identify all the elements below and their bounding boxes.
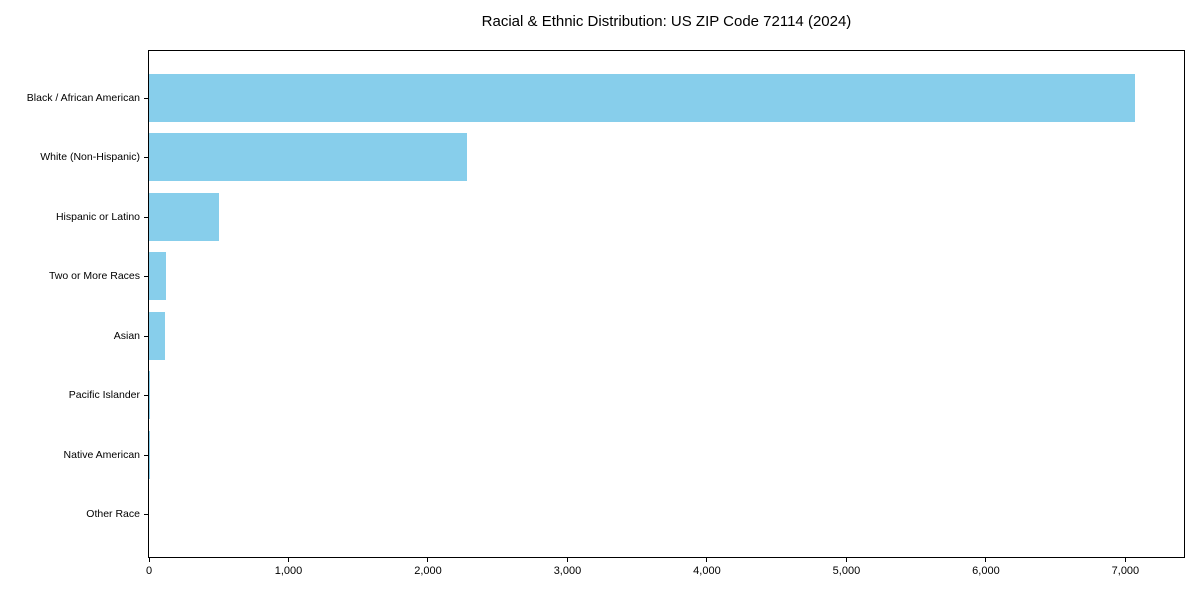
y-tick-mark <box>144 514 148 515</box>
bar-pacific-islander <box>149 371 151 419</box>
y-axis-label: Two or More Races <box>48 270 140 282</box>
y-tick-mark <box>144 395 148 396</box>
chart-title: Racial & Ethnic Distribution: US ZIP Cod… <box>481 13 852 30</box>
y-tick-mark <box>144 335 148 337</box>
x-tick-label: 1,000 <box>274 565 303 577</box>
y-tick-mark <box>144 97 148 99</box>
y-axis-label: Hispanic or Latino <box>55 210 140 223</box>
x-tick-mark <box>427 558 429 562</box>
x-tick-mark <box>566 558 568 562</box>
x-tick-label: 0 <box>145 565 153 577</box>
y-tick-mark <box>144 454 148 456</box>
y-axis-label: Black / African American <box>26 91 140 104</box>
y-axis-label: Other Race <box>86 508 140 520</box>
y-tick-mark <box>144 276 148 277</box>
x-tick-mark <box>985 558 987 562</box>
x-tick-mark <box>1124 558 1126 562</box>
bar-white-non-hispanic <box>149 133 468 181</box>
bar-two-or-more-races <box>149 252 167 300</box>
y-tick-mark <box>144 216 148 218</box>
x-tick-mark <box>706 558 708 562</box>
x-tick-label: 4,000 <box>693 565 721 577</box>
x-tick-label: 3,000 <box>553 565 582 577</box>
y-axis-label: Native American <box>63 448 140 461</box>
bar-black-african-american <box>149 73 1136 122</box>
x-tick-mark <box>845 558 847 562</box>
y-axis-label: Asian <box>113 329 140 342</box>
x-tick-label: 2,000 <box>414 565 442 577</box>
bar-native-american <box>149 430 150 479</box>
x-tick-label: 5,000 <box>832 565 861 577</box>
bar-asian <box>149 311 165 360</box>
y-axis-label: White (Non-Hispanic) <box>40 151 140 163</box>
plot-area <box>148 50 1185 558</box>
x-tick-mark <box>148 558 150 562</box>
x-tick-label: 6,000 <box>972 565 1000 577</box>
x-tick-label: 7,000 <box>1111 565 1140 577</box>
bar-hispanic-or-latino <box>149 192 220 241</box>
y-tick-mark <box>144 157 148 158</box>
y-axis-label: Pacific Islander <box>68 389 140 401</box>
x-tick-mark <box>287 558 289 562</box>
